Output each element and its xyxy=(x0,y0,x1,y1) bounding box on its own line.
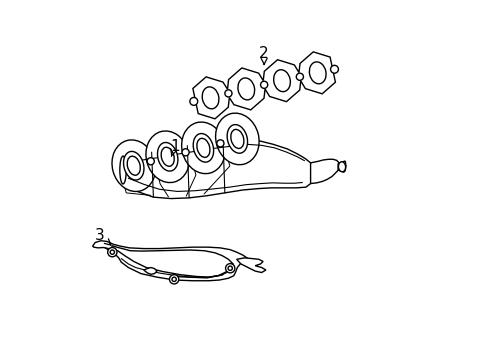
Ellipse shape xyxy=(161,147,174,166)
Polygon shape xyxy=(143,267,157,274)
Circle shape xyxy=(107,248,117,257)
Ellipse shape xyxy=(127,156,140,175)
Circle shape xyxy=(260,81,267,88)
Text: 2: 2 xyxy=(259,46,268,64)
Circle shape xyxy=(296,73,303,80)
Circle shape xyxy=(330,65,338,73)
Ellipse shape xyxy=(338,162,345,172)
Polygon shape xyxy=(236,258,265,273)
Circle shape xyxy=(225,264,234,273)
Polygon shape xyxy=(111,246,233,277)
Ellipse shape xyxy=(227,125,247,153)
Text: 1: 1 xyxy=(170,139,179,156)
Polygon shape xyxy=(192,52,335,119)
Ellipse shape xyxy=(181,122,225,174)
Circle shape xyxy=(169,275,179,284)
Ellipse shape xyxy=(215,113,259,165)
Circle shape xyxy=(216,140,224,147)
Text: 3: 3 xyxy=(95,228,111,245)
Circle shape xyxy=(189,98,197,105)
Ellipse shape xyxy=(120,156,126,184)
Polygon shape xyxy=(337,161,345,172)
Ellipse shape xyxy=(145,131,189,183)
Polygon shape xyxy=(93,241,247,281)
Ellipse shape xyxy=(123,152,143,180)
Polygon shape xyxy=(123,139,310,199)
Circle shape xyxy=(182,149,189,156)
Ellipse shape xyxy=(309,62,325,84)
Circle shape xyxy=(172,277,176,282)
Circle shape xyxy=(227,266,232,270)
Ellipse shape xyxy=(157,143,178,171)
Ellipse shape xyxy=(238,78,254,100)
Ellipse shape xyxy=(202,87,219,109)
Ellipse shape xyxy=(230,129,244,148)
Ellipse shape xyxy=(193,134,213,162)
Circle shape xyxy=(224,90,231,97)
Ellipse shape xyxy=(197,138,209,157)
Ellipse shape xyxy=(273,70,290,92)
Circle shape xyxy=(147,158,154,165)
Ellipse shape xyxy=(112,140,155,192)
Circle shape xyxy=(110,250,114,254)
